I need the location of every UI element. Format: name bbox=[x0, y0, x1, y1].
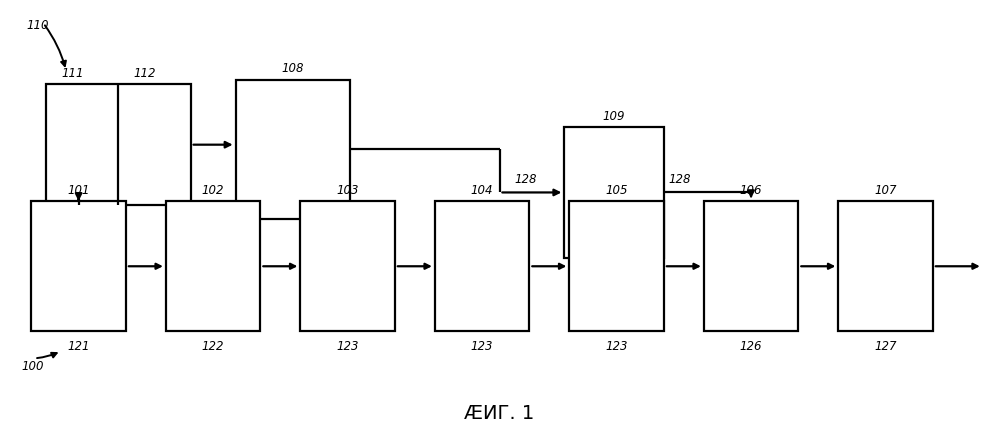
Text: 123: 123 bbox=[337, 340, 359, 353]
Bar bbox=[46, 84, 191, 205]
Text: 128: 128 bbox=[669, 173, 691, 186]
Bar bbox=[564, 127, 664, 257]
Bar bbox=[46, 84, 119, 205]
Text: 106: 106 bbox=[740, 184, 762, 197]
Text: 107: 107 bbox=[874, 184, 897, 197]
Text: 103: 103 bbox=[337, 184, 359, 197]
Bar bbox=[435, 201, 529, 331]
Text: 105: 105 bbox=[605, 184, 627, 197]
Text: 126: 126 bbox=[740, 340, 762, 353]
Bar bbox=[838, 201, 933, 331]
Text: 111: 111 bbox=[61, 66, 84, 80]
Text: 108: 108 bbox=[282, 62, 304, 75]
Text: 127: 127 bbox=[874, 340, 897, 353]
Text: 121: 121 bbox=[67, 340, 90, 353]
Text: 123: 123 bbox=[471, 340, 494, 353]
Text: 123: 123 bbox=[605, 340, 627, 353]
Text: 110: 110 bbox=[26, 19, 49, 32]
Text: 109: 109 bbox=[602, 110, 625, 123]
Bar bbox=[703, 201, 798, 331]
Text: 122: 122 bbox=[202, 340, 225, 353]
Text: 101: 101 bbox=[67, 184, 90, 197]
Bar bbox=[119, 84, 191, 205]
Text: 100: 100 bbox=[21, 360, 44, 373]
Bar bbox=[166, 201, 261, 331]
Bar bbox=[569, 201, 664, 331]
Text: 128: 128 bbox=[514, 173, 536, 186]
Bar bbox=[31, 201, 126, 331]
Text: ӔИГ. 1: ӔИГ. 1 bbox=[465, 404, 534, 423]
Text: 104: 104 bbox=[471, 184, 494, 197]
Bar bbox=[301, 201, 395, 331]
Text: 112: 112 bbox=[133, 66, 156, 80]
Text: 102: 102 bbox=[202, 184, 225, 197]
Bar bbox=[236, 80, 350, 218]
